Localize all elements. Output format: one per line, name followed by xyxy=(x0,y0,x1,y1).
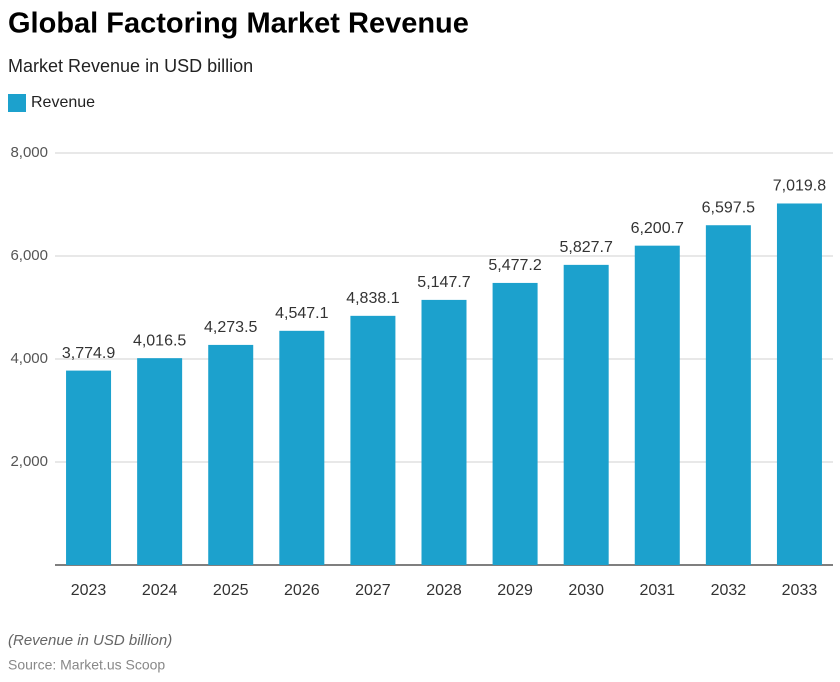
legend-label: Revenue xyxy=(31,94,95,111)
y-tick-label: 6,000 xyxy=(10,247,48,264)
bar xyxy=(634,245,680,566)
data-label: 3,774.9 xyxy=(62,345,115,362)
bar xyxy=(705,225,751,565)
data-label: 4,273.5 xyxy=(204,319,257,336)
bar xyxy=(421,299,467,565)
y-tick-label: 4,000 xyxy=(10,350,48,367)
data-label: 6,597.5 xyxy=(702,199,755,216)
data-label: 6,200.7 xyxy=(631,220,684,237)
x-tick-label: 2027 xyxy=(355,582,391,599)
x-tick-label: 2032 xyxy=(711,582,747,599)
x-tick-label: 2024 xyxy=(142,582,178,599)
source: Source: Market.us Scoop xyxy=(8,657,165,673)
bar xyxy=(350,315,396,565)
data-label: 5,147.7 xyxy=(417,274,470,291)
legend-swatch xyxy=(8,94,26,112)
y-tick-label: 2,000 xyxy=(10,453,48,470)
data-label: 4,547.1 xyxy=(275,305,328,322)
x-tick-label: 2030 xyxy=(568,582,604,599)
bar xyxy=(563,264,609,565)
data-label: 5,827.7 xyxy=(559,239,612,256)
x-tick-label: 2029 xyxy=(497,582,533,599)
x-tick-label: 2026 xyxy=(284,582,320,599)
x-tick-label: 2031 xyxy=(639,582,675,599)
bar xyxy=(776,203,822,566)
bar xyxy=(492,282,538,565)
x-tick-label: 2033 xyxy=(782,582,818,599)
data-label: 7,019.8 xyxy=(773,178,826,195)
bar xyxy=(66,370,112,565)
bar xyxy=(208,344,254,565)
data-label: 4,016.5 xyxy=(133,332,186,349)
x-tick-label: 2023 xyxy=(71,582,107,599)
y-tick-label: 8,000 xyxy=(10,144,48,161)
x-tick-label: 2028 xyxy=(426,582,462,599)
x-tick-label: 2025 xyxy=(213,582,249,599)
data-label: 4,838.1 xyxy=(346,290,399,307)
bar xyxy=(137,358,183,565)
chart-title: Global Factoring Market Revenue xyxy=(8,8,469,40)
footnote: (Revenue in USD billion) xyxy=(8,632,172,649)
chart-subtitle: Market Revenue in USD billion xyxy=(8,56,253,76)
bar xyxy=(279,330,325,565)
data-label: 5,477.2 xyxy=(488,257,541,274)
